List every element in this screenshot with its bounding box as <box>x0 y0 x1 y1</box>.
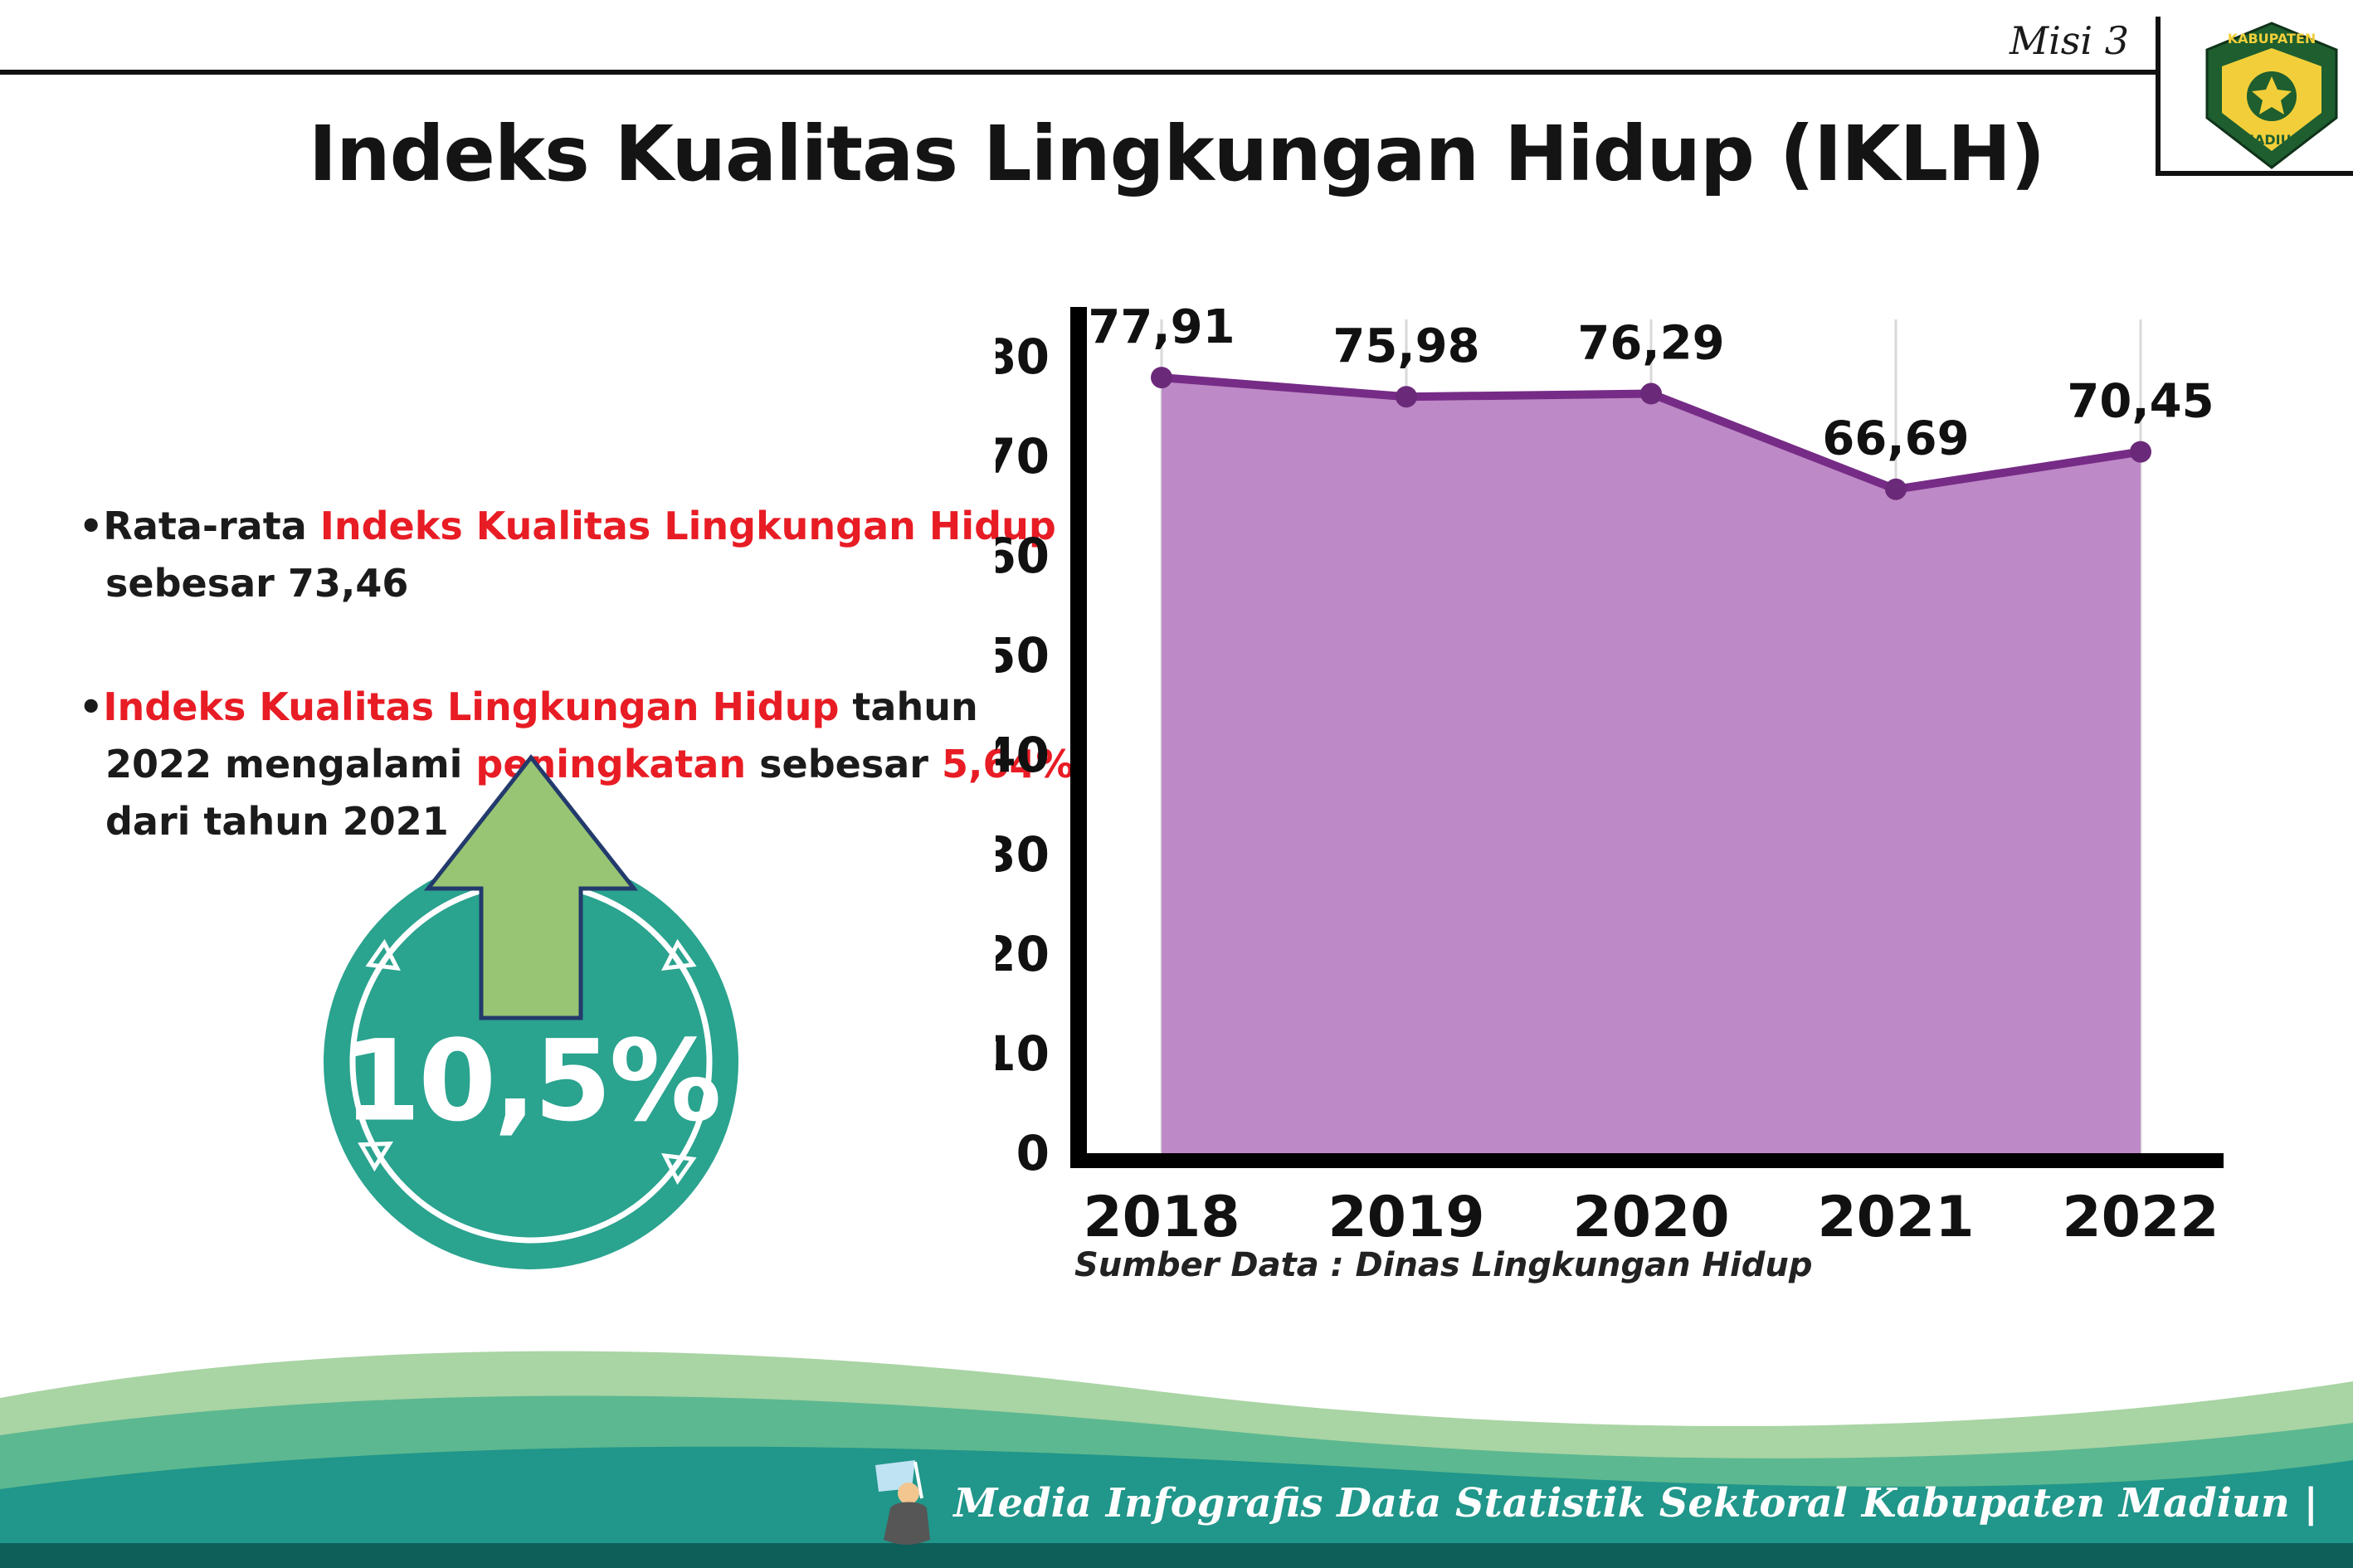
bullet2-highlight-percent: 5,64% <box>942 742 1074 786</box>
footer-wave-main <box>0 1446 2353 1568</box>
logo-frame-vertical <box>2156 17 2161 176</box>
chart-point-label: 77,91 <box>1088 300 1235 354</box>
chart-point-dot <box>1151 367 1172 389</box>
chart-ytick-label: 80 <box>996 329 1050 385</box>
badge-circle <box>324 855 738 1269</box>
chart-ytick-label: 0 <box>1016 1125 1050 1181</box>
badge-ring-triangle <box>358 1141 393 1172</box>
chart-source-note: Sumber Data : Dinas Lingkungan Hidup <box>1074 1246 1813 1284</box>
kabupaten-madiun-logo: KABUPATEN MADIUN <box>2205 22 2338 169</box>
chart-area <box>1162 377 2141 1153</box>
chart-point-dot <box>2130 441 2151 463</box>
misi-label: Misi 3 <box>2009 18 2129 63</box>
chart-y-axis <box>1070 307 1087 1168</box>
bullet-marker: • <box>79 684 104 729</box>
chart-ytick-label: 60 <box>996 528 1050 584</box>
chart-ytick-label: 10 <box>996 1025 1050 1082</box>
bullet-rata-rata: •Rata-rata Indeks Kualitas Lingkungan Hi… <box>79 498 1074 612</box>
chart-point-label: 66,69 <box>1822 412 1969 466</box>
footer-caption: Media Infografis Data Statistik Sektoral… <box>870 1460 2318 1546</box>
chart-point-label: 70,45 <box>2067 375 2214 429</box>
badge-ring-triangle <box>661 1152 697 1186</box>
logo-frame-horizontal <box>2156 171 2353 176</box>
chart-point-dot <box>1640 382 1662 405</box>
top-rule-line <box>0 70 2157 75</box>
badge-value: 10,5% <box>343 1016 719 1147</box>
footer-caption-text: Media Infografis Data Statistik Sektoral… <box>953 1480 2318 1527</box>
footer-waves <box>0 1351 2353 1568</box>
chart-ytick-label: 30 <box>996 826 1050 883</box>
chart-x-label: 2021 <box>1817 1185 1974 1250</box>
bullet2-text2: sebesar <box>746 742 942 786</box>
chart-point-label: 76,29 <box>1577 317 1724 371</box>
chart-x-label: 2020 <box>1572 1185 1729 1250</box>
footer-bottom-strip <box>0 1543 2353 1568</box>
chart-point-label: 75,98 <box>1332 319 1479 373</box>
chart-ytick-label: 20 <box>996 926 1050 982</box>
chart-x-label: 2018 <box>1083 1185 1240 1250</box>
badge-ring-triangles <box>358 938 697 1186</box>
chart-ytick-label: 40 <box>996 727 1050 783</box>
chart-point-dot <box>1885 478 1907 500</box>
page-title: Indeks Kualitas Lingkungan Hidup (IKLH) <box>308 110 2045 198</box>
bullet-marker: • <box>79 504 104 548</box>
up-arrow-icon <box>423 753 639 1020</box>
iklh-area-chart: 0 10 20 30 40 50 60 70 80 77,91 75,98 76,29 66,69 70,… <box>996 300 2224 1250</box>
mascot-body <box>884 1502 931 1545</box>
logo-bottom-text: MADIUN <box>2241 132 2302 148</box>
chart-x-label: 2019 <box>1328 1185 1484 1250</box>
chart-ytick-label: 70 <box>996 428 1050 485</box>
increase-percentage-badge: 10,5% <box>324 753 738 1269</box>
bullet2-text3: dari tahun 2021 <box>105 799 449 844</box>
bullet2-highlight-iklh: Indeks Kualitas Lingkungan Hidup <box>103 684 840 729</box>
chart-x-axis <box>1070 1153 2224 1168</box>
badge-ring-triangle <box>365 938 401 971</box>
bullet1-suffix: sebesar 73,46 <box>105 561 409 606</box>
bullet-peningkatan: •Indeks Kualitas Lingkungan Hidup tahun … <box>79 679 1074 850</box>
logo-top-text: KABUPATEN <box>2228 31 2316 46</box>
chart-ytick-label: 50 <box>996 627 1050 684</box>
chart-x-label: 2022 <box>2062 1185 2219 1250</box>
chart-point-dot <box>1396 386 1417 408</box>
bullet1-prefix: Rata-rata <box>103 504 320 548</box>
logo-star-icon <box>2252 76 2292 114</box>
bullet2-text1: tahun 2022 mengalami <box>105 684 978 786</box>
bullet1-highlight: Indeks Kualitas Lingkungan Hidup <box>319 504 1056 548</box>
infografis-mascot-icon <box>875 1460 931 1545</box>
badge-ring-triangle <box>661 938 697 971</box>
mascot-pole <box>913 1461 924 1499</box>
mascot-head <box>898 1483 920 1504</box>
